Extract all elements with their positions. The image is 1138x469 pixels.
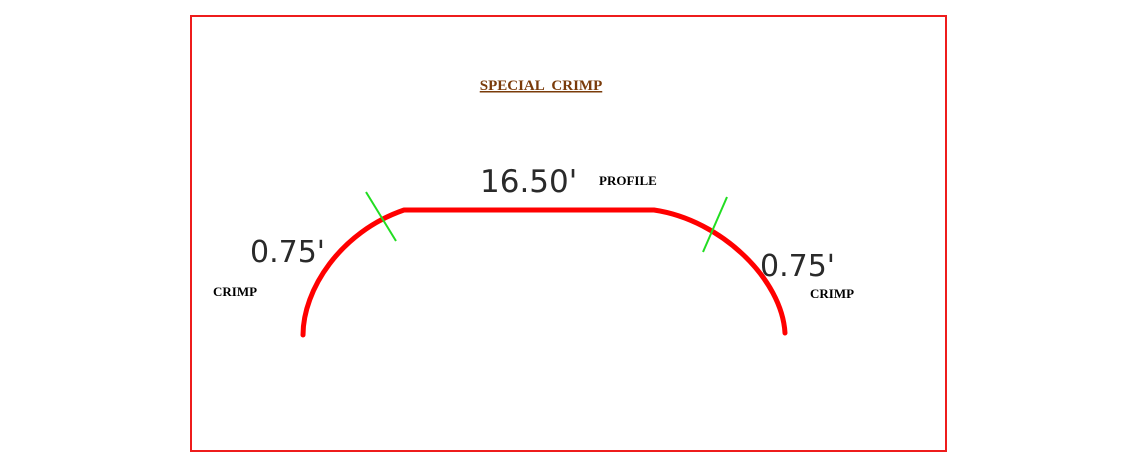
profile-length-label: 16.50' [480, 164, 577, 200]
right-crimp-label: CRIMP [810, 286, 854, 301]
right-crimp-length-label: 0.75' [760, 249, 835, 284]
left-crimp-length-label: 0.75' [250, 235, 325, 270]
drawing-title: SPECIAL CRIMP [480, 78, 603, 94]
left-crimp-label: CRIMP [213, 284, 257, 299]
right-segment-marker [703, 197, 727, 252]
profile-label: PROFILE [599, 173, 657, 188]
